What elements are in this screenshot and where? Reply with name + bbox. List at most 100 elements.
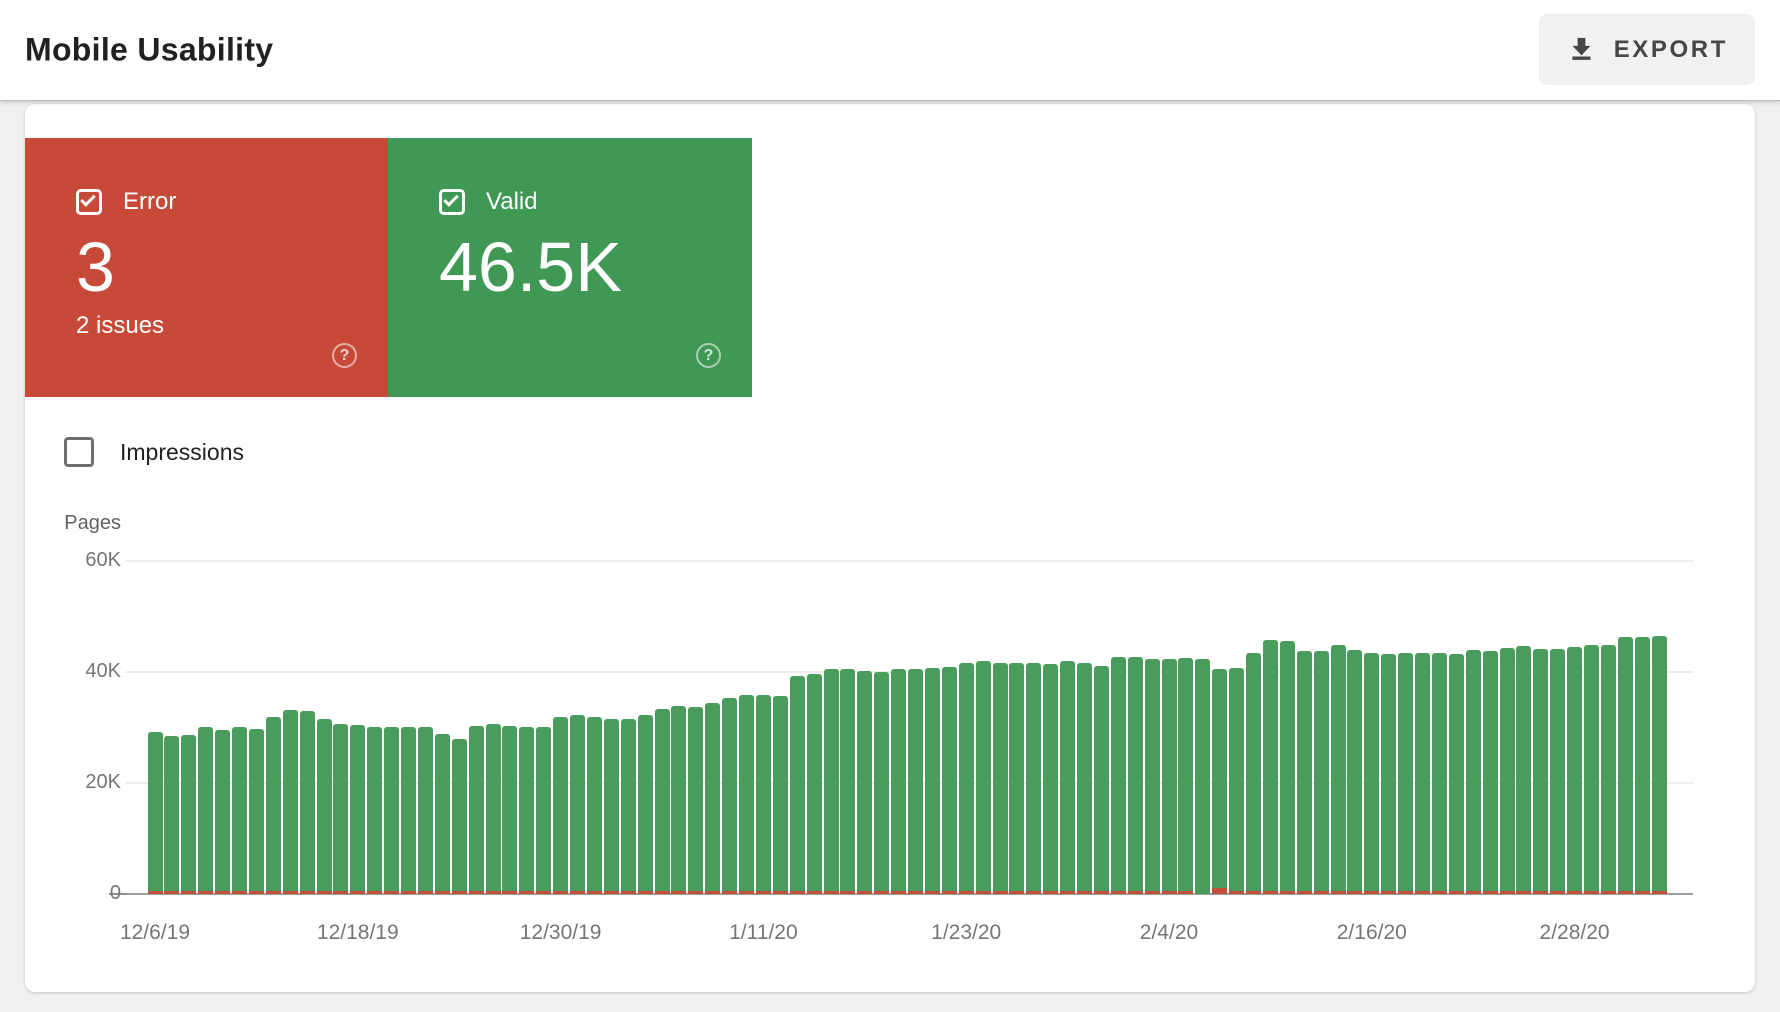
bar[interactable] [1144, 659, 1160, 894]
bar[interactable] [232, 727, 247, 894]
bar[interactable] [620, 719, 636, 894]
bar[interactable] [248, 729, 264, 894]
bar[interactable] [958, 663, 974, 894]
bar[interactable] [502, 726, 518, 894]
bar[interactable] [316, 719, 332, 894]
bar[interactable] [586, 717, 602, 894]
bar[interactable] [840, 669, 856, 894]
bar[interactable] [1026, 663, 1042, 894]
bar[interactable] [1212, 669, 1228, 894]
bar[interactable] [722, 698, 738, 894]
bar[interactable] [637, 715, 653, 894]
bar[interactable] [434, 734, 450, 894]
bar[interactable] [198, 727, 214, 894]
bar[interactable] [874, 672, 890, 894]
bar[interactable] [1093, 666, 1109, 894]
bar[interactable] [891, 669, 907, 894]
bar[interactable] [823, 669, 839, 894]
bar[interactable] [1313, 651, 1329, 894]
impressions-toggle[interactable]: Impressions [64, 435, 244, 469]
bar[interactable] [1195, 659, 1211, 894]
bar[interactable] [1229, 668, 1245, 894]
bar[interactable] [908, 669, 923, 894]
bar[interactable] [265, 717, 281, 894]
bar[interactable] [1567, 647, 1583, 894]
bar[interactable] [1651, 636, 1667, 894]
bar[interactable] [941, 667, 957, 894]
bar[interactable] [857, 671, 873, 894]
bar[interactable] [1482, 651, 1498, 894]
bar[interactable] [1279, 641, 1295, 894]
valid-checkbox-checked[interactable] [439, 189, 465, 215]
bar[interactable] [1533, 649, 1549, 894]
error-bar-segment [1617, 891, 1633, 894]
bar[interactable] [975, 661, 991, 894]
bar[interactable] [181, 735, 197, 894]
bar[interactable] [451, 739, 467, 894]
bar[interactable] [1448, 654, 1464, 894]
bar[interactable] [164, 736, 180, 894]
bar[interactable] [1617, 637, 1633, 894]
bar[interactable] [401, 727, 416, 894]
bar[interactable] [688, 707, 704, 894]
bar[interactable] [603, 719, 619, 894]
bar[interactable] [924, 668, 940, 894]
bar[interactable] [1009, 663, 1025, 894]
bar[interactable] [147, 732, 163, 894]
valid-summary-card[interactable]: Valid 46.5K [388, 138, 752, 397]
bar[interactable] [519, 727, 535, 894]
bar[interactable] [739, 695, 754, 894]
bar[interactable] [350, 725, 366, 894]
bar[interactable] [485, 724, 501, 894]
bar[interactable] [1347, 650, 1363, 894]
bar[interactable] [1246, 653, 1261, 894]
bar[interactable] [1127, 657, 1143, 894]
bar[interactable] [671, 706, 687, 894]
bar[interactable] [1415, 653, 1430, 894]
bar[interactable] [1431, 653, 1447, 894]
bar[interactable] [755, 695, 771, 894]
bar[interactable] [1465, 650, 1481, 894]
bar[interactable] [215, 730, 231, 894]
valid-help-icon[interactable] [696, 343, 721, 368]
bar[interactable] [384, 727, 400, 894]
bar[interactable] [570, 715, 585, 894]
bar[interactable] [1296, 651, 1312, 894]
bar[interactable] [282, 710, 298, 894]
bar[interactable] [417, 727, 433, 894]
bar[interactable] [1060, 661, 1076, 894]
bar[interactable] [536, 727, 552, 894]
bar[interactable] [1178, 658, 1194, 894]
error-summary-card[interactable]: Error 3 2 issues [25, 138, 388, 397]
bar[interactable] [333, 724, 349, 894]
bar[interactable] [1516, 646, 1532, 894]
bar[interactable] [1364, 653, 1380, 894]
bar[interactable] [1110, 657, 1126, 894]
bar[interactable] [1262, 640, 1278, 894]
bar[interactable] [789, 676, 805, 894]
error-checkbox-checked[interactable] [76, 189, 102, 215]
bar[interactable] [654, 709, 670, 894]
bar[interactable] [553, 717, 569, 894]
bar[interactable] [806, 674, 822, 894]
bar[interactable] [992, 663, 1008, 894]
bar[interactable] [772, 696, 788, 894]
bar[interactable] [367, 727, 383, 894]
impressions-checkbox-unchecked[interactable] [64, 437, 94, 467]
bar[interactable] [705, 703, 721, 894]
bar[interactable] [1330, 645, 1346, 894]
bar[interactable] [1381, 654, 1397, 894]
bar[interactable] [1043, 664, 1059, 894]
export-button[interactable]: EXPORT [1538, 14, 1755, 85]
bar[interactable] [468, 726, 484, 894]
bar[interactable] [1634, 637, 1650, 894]
bar[interactable] [1584, 645, 1599, 894]
bar[interactable] [1550, 649, 1566, 894]
bar[interactable] [1600, 645, 1616, 894]
bar[interactable] [1161, 659, 1177, 894]
bar[interactable] [1398, 653, 1414, 894]
bar[interactable] [1499, 648, 1515, 894]
bar[interactable] [1077, 663, 1092, 894]
bar[interactable] [299, 711, 315, 894]
error-help-icon[interactable] [332, 343, 357, 368]
